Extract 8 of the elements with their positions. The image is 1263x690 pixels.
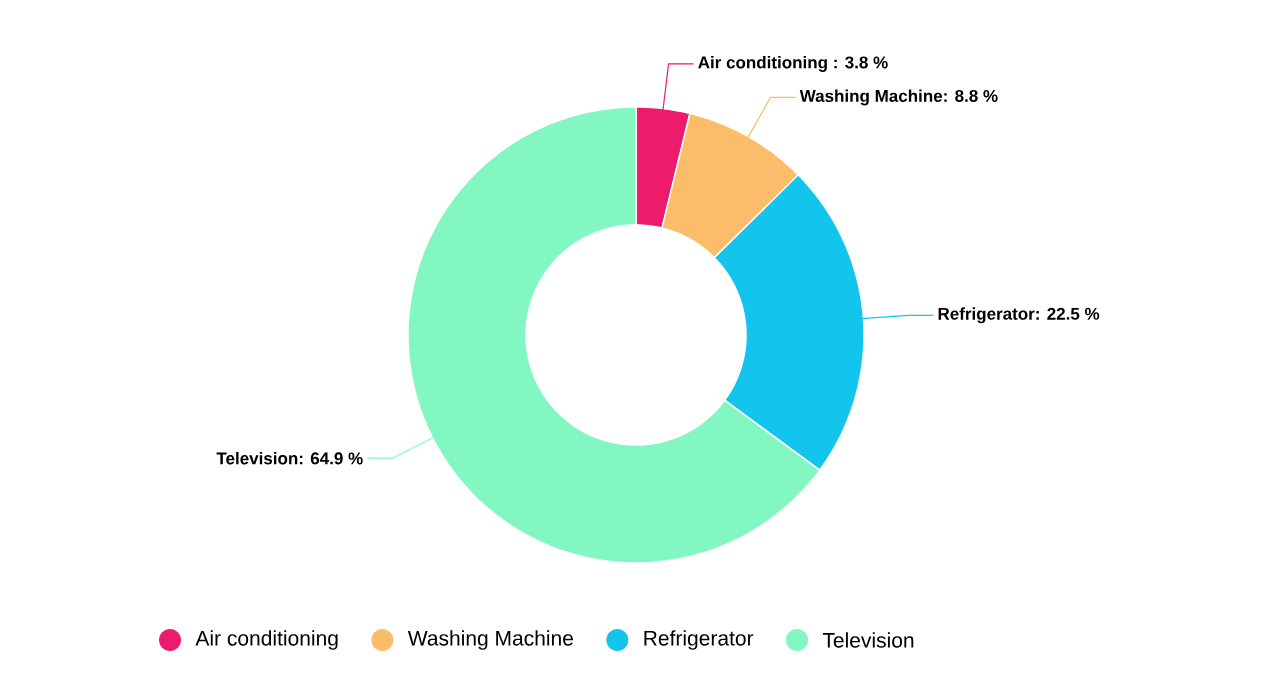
legend-label: Washing Machine (407, 630, 573, 650)
data-label: Refrigerator: 22.5 % (938, 307, 1100, 324)
data-label: Washing Machine: 8.8 % (799, 89, 998, 106)
legend-label: Air conditioning (195, 630, 338, 650)
data-label: Television: 64.9 % (216, 451, 363, 465)
legend-label: Refrigerator (644, 630, 754, 650)
legend-label: Television (822, 632, 914, 648)
data-label: Air conditioning : 3.8 % (698, 55, 888, 72)
